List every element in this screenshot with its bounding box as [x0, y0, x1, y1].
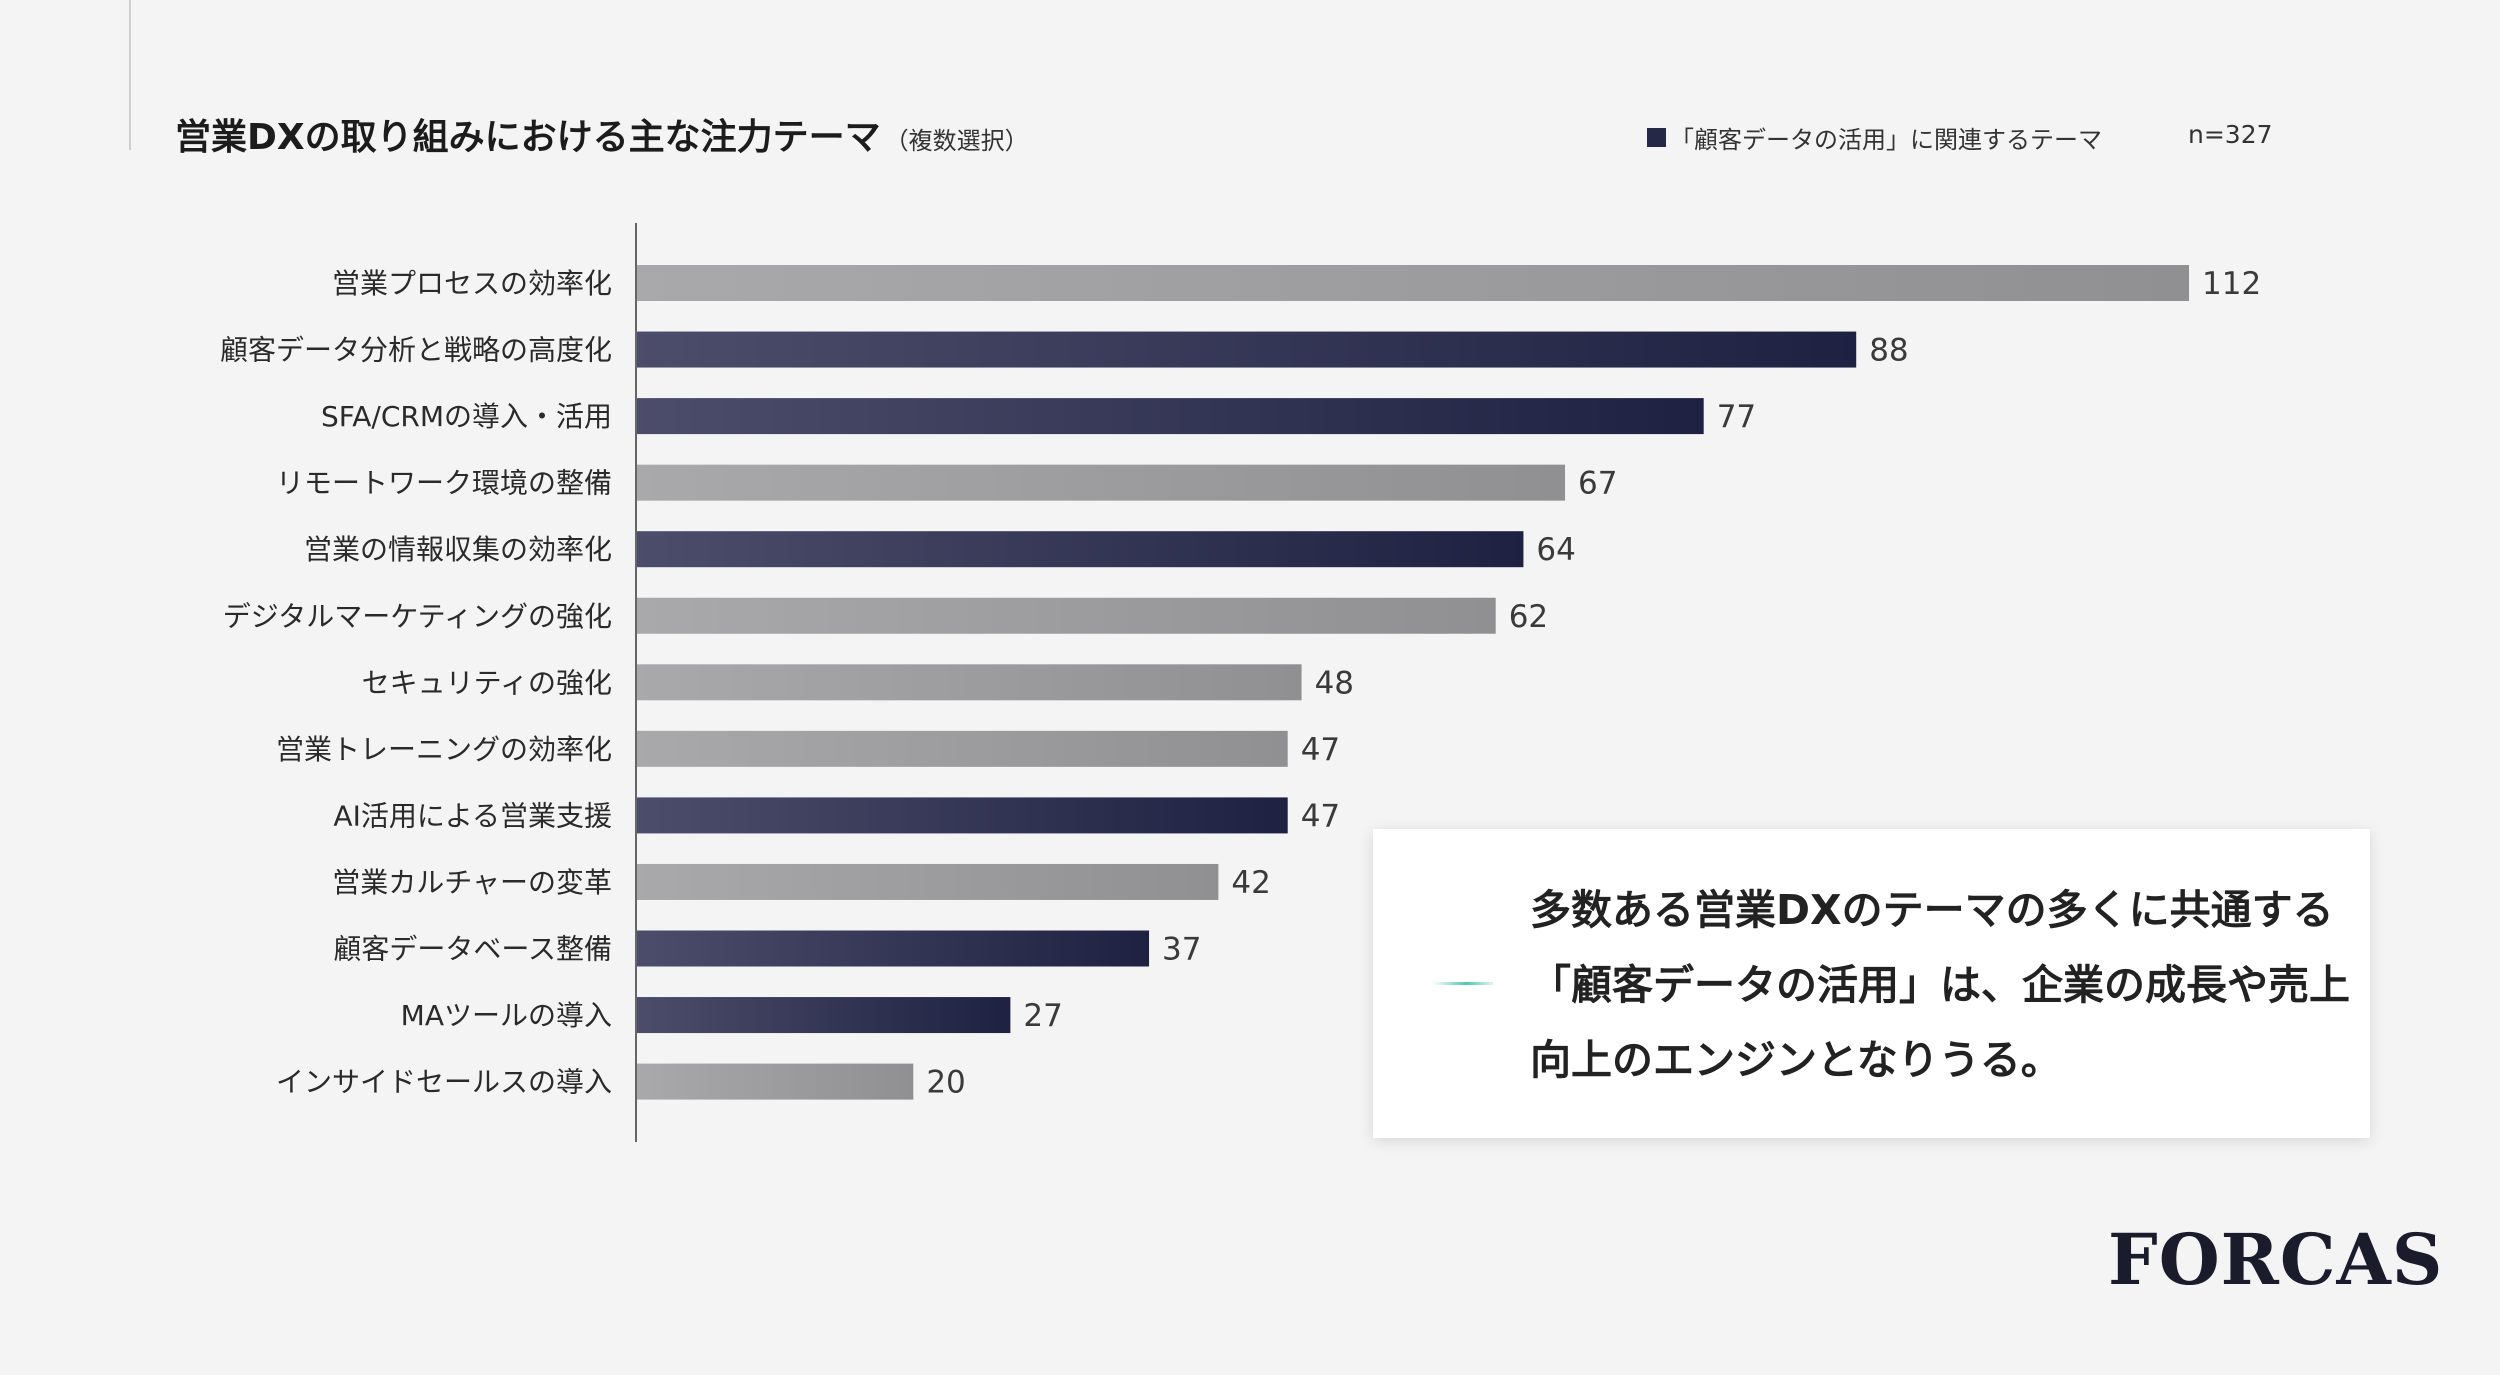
value-label: 112: [2202, 266, 2261, 302]
value-label: 88: [1869, 333, 1908, 369]
bar: [636, 664, 1302, 701]
value-label: 47: [1301, 732, 1340, 768]
left-rule: [129, 0, 131, 150]
value-label: 47: [1301, 798, 1340, 834]
value-label: 20: [926, 1065, 965, 1101]
bar-highlight: [636, 398, 1704, 435]
insight-box: 多数ある営業DXのテーマの多くに共通する「顧客データの活用」は、企業の成長や売上…: [1373, 829, 2370, 1138]
chart-title: 営業DXの取り組みにおける主な注力テーマ （複数選択）: [175, 108, 1029, 160]
legend-label: 「顧客データの活用」に関連するテーマ: [1670, 126, 2102, 154]
chart-title-main: 営業DXの取り組みにおける主な注力テーマ: [175, 117, 881, 158]
category-label: セキュリティの強化: [362, 666, 612, 699]
bar: [636, 597, 1496, 634]
category-label: 営業カルチャーの変革: [332, 866, 612, 899]
accent-dash: [1433, 982, 1493, 985]
bar: [636, 464, 1566, 501]
value-label: 62: [1509, 599, 1548, 635]
bar: [636, 1063, 914, 1100]
value-label: 64: [1536, 532, 1575, 568]
category-label: インサイドセールスの導入: [276, 1066, 612, 1099]
bar: [636, 730, 1288, 767]
category-label: リモートワーク環境の整備: [276, 467, 612, 500]
bar: [636, 863, 1219, 900]
sample-size: n=327: [2188, 120, 2273, 149]
chart-title-sub: （複数選択）: [884, 127, 1029, 155]
category-label: デジタルマーケティングの強化: [223, 600, 612, 633]
category-label: 顧客データベース整備: [333, 933, 612, 966]
value-label: 67: [1578, 466, 1617, 502]
bar-highlight: [636, 531, 1524, 568]
category-label: 顧客データ分析と戦略の高度化: [220, 334, 612, 367]
category-label: AI活用による営業支援: [333, 799, 612, 832]
category-label: 営業トレーニングの効率化: [276, 733, 612, 766]
value-label: 42: [1231, 865, 1270, 901]
value-label: 27: [1023, 998, 1062, 1034]
bar: [636, 265, 2189, 301]
bar-highlight: [636, 930, 1150, 967]
forcas-logo: FORCAS: [2108, 1218, 2444, 1301]
value-label: 77: [1717, 399, 1756, 435]
category-label: 営業の情報収集の効率化: [304, 533, 612, 566]
bar-highlight: [636, 797, 1288, 834]
bar-highlight: [636, 331, 1857, 368]
value-label: 48: [1315, 665, 1354, 701]
category-label: MAツールの導入: [401, 999, 612, 1032]
insight-text: 多数ある営業DXのテーマの多くに共通する「顧客データの活用」は、企業の成長や売上…: [1530, 886, 2350, 1084]
category-label: 営業プロセスの効率化: [332, 267, 612, 300]
legend: 「顧客データの活用」に関連するテーマ: [1647, 120, 2102, 155]
value-label: 37: [1162, 932, 1201, 968]
category-label: SFA/CRMの導入・活用: [321, 400, 612, 433]
legend-swatch: [1647, 128, 1666, 147]
bar-highlight: [636, 997, 1011, 1034]
